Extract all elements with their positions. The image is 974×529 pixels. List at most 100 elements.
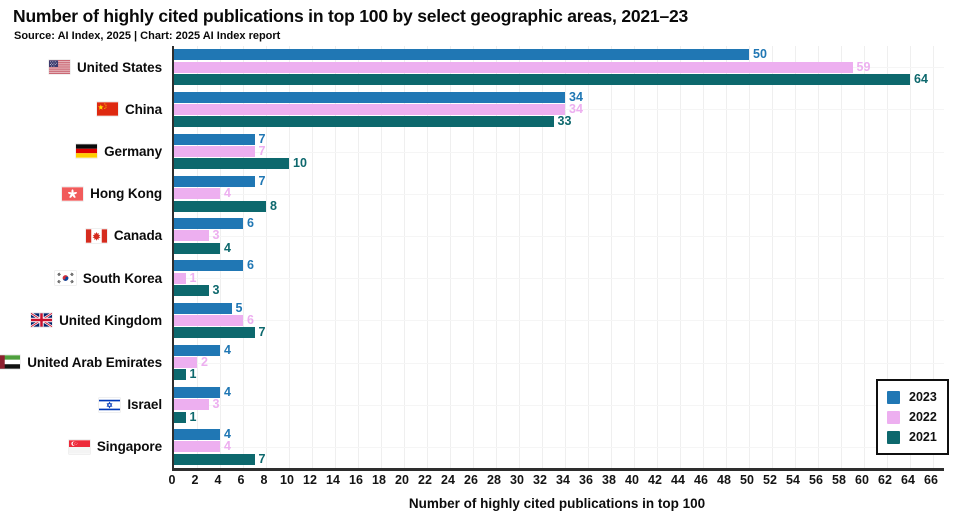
- category-label-row: United Arab Emirates: [0, 341, 168, 383]
- vertical-gridline: [679, 46, 681, 468]
- x-tick-label: 16: [349, 473, 363, 487]
- vertical-gridline: [449, 46, 451, 468]
- united-arab-emirates-flag-icon: [0, 355, 21, 370]
- bar-south-korea-2022: [174, 272, 186, 284]
- singapore-flag-icon: [68, 440, 90, 454]
- bar-line: 7: [174, 453, 265, 465]
- bar-line: 7: [174, 145, 307, 157]
- x-tick-label: 58: [832, 473, 846, 487]
- category-labels-column: United States China Germany Hong Kong Canada…: [0, 46, 168, 468]
- horizontal-gridline: [174, 404, 944, 406]
- x-tick-label: 28: [487, 473, 501, 487]
- bar-value-label: 2: [201, 355, 208, 370]
- bar-row-germany: 7 7 10: [174, 130, 944, 172]
- vertical-gridline: [656, 46, 658, 468]
- horizontal-gridline: [174, 362, 944, 364]
- bar-value-label: 34: [569, 89, 583, 104]
- x-tick-label: 46: [694, 473, 708, 487]
- bar-china-2023: [174, 91, 565, 103]
- vertical-gridline: [587, 46, 589, 468]
- x-tick-label: 2: [191, 473, 199, 487]
- x-tick-label: 8: [260, 473, 268, 487]
- bar-line: 4: [174, 242, 254, 254]
- x-tick-label: 48: [717, 473, 731, 487]
- x-tick-label: 12: [303, 473, 317, 487]
- bar-value-label: 50: [753, 47, 767, 62]
- bar-value-label: 4: [224, 342, 231, 357]
- category-label-row: South Korea: [0, 257, 168, 299]
- x-tick-label: 52: [763, 473, 777, 487]
- bar-value-label: 1: [189, 270, 197, 285]
- category-label: Singapore: [96, 439, 162, 455]
- category-label-row: Germany: [0, 130, 168, 172]
- vertical-gridline: [610, 46, 612, 468]
- vertical-gridline: [794, 46, 796, 468]
- legend-item-2021: 2021: [887, 427, 937, 447]
- bar-value-label: 4: [224, 439, 231, 454]
- x-tick-label: 32: [533, 473, 547, 487]
- bar-group: 7 7 10: [174, 131, 307, 171]
- bar-value-label: 3: [212, 397, 220, 412]
- vertical-gridline: [771, 46, 773, 468]
- vertical-gridline: [288, 46, 290, 468]
- category-label-row: China: [0, 88, 168, 130]
- bar-line: 7: [174, 131, 307, 146]
- bar-israel-2021: [174, 411, 186, 423]
- vertical-gridline: [495, 46, 497, 468]
- x-tick-label: 10: [280, 473, 294, 487]
- bar-germany-2023: [174, 133, 255, 145]
- legend-label: 2021: [909, 430, 937, 444]
- bar-line: 10: [174, 157, 307, 170]
- vertical-gridline: [748, 46, 750, 468]
- bar-value-label: 33: [557, 114, 572, 129]
- category-label-row: Singapore: [0, 426, 168, 468]
- category-label: Canada: [113, 228, 162, 244]
- bar-canada-2022: [174, 230, 209, 242]
- bar-united-states-2022: [174, 61, 853, 73]
- horizontal-gridline: [174, 151, 944, 153]
- united-states-flag-icon: [49, 60, 71, 74]
- horizontal-gridline: [174, 446, 944, 448]
- vertical-gridline: [541, 46, 543, 468]
- category-label: United Kingdom: [59, 312, 162, 328]
- bar-line: 7: [174, 326, 265, 338]
- bar-south-korea-2023: [174, 260, 243, 272]
- legend-swatch-2023: [887, 390, 900, 404]
- vertical-gridline: [702, 46, 704, 468]
- bar-value-label: 5: [235, 300, 243, 315]
- legend-item-2023: 2023: [887, 387, 937, 407]
- bar-value-label: 64: [914, 71, 928, 86]
- category-label-row: Hong Kong: [0, 173, 168, 215]
- bar-line: 59: [174, 60, 928, 73]
- bar-united-arab-emirates-2022: [174, 357, 197, 369]
- x-tick-label: 18: [372, 473, 386, 487]
- bar-line: 4: [174, 428, 265, 440]
- south-korea-flag-icon: [54, 271, 76, 285]
- bar-hong-kong-2022: [174, 188, 220, 200]
- bar-united-arab-emirates-2023: [174, 344, 220, 356]
- vertical-gridline: [334, 46, 336, 468]
- x-tick-label: 54: [786, 473, 800, 487]
- bar-line: 1: [174, 368, 231, 381]
- x-tick-label: 24: [441, 473, 455, 487]
- bar-line: 6: [174, 312, 265, 327]
- vertical-gridline: [725, 46, 727, 468]
- bar-group: 50 59 64: [174, 47, 928, 86]
- bar-china-2021: [174, 116, 554, 128]
- bar-line: 5: [174, 300, 265, 315]
- bar-value-label: 6: [247, 312, 254, 327]
- germany-flag-icon: [76, 144, 98, 159]
- x-tick-label: 36: [579, 473, 593, 487]
- bar-value-label: 7: [258, 131, 266, 146]
- category-label: South Korea: [82, 270, 162, 286]
- x-tick-label: 44: [671, 473, 685, 487]
- bar-row-hong-kong: 7 4 8: [174, 173, 944, 215]
- bar-line: 1: [174, 270, 254, 285]
- bar-line: 6: [174, 259, 254, 272]
